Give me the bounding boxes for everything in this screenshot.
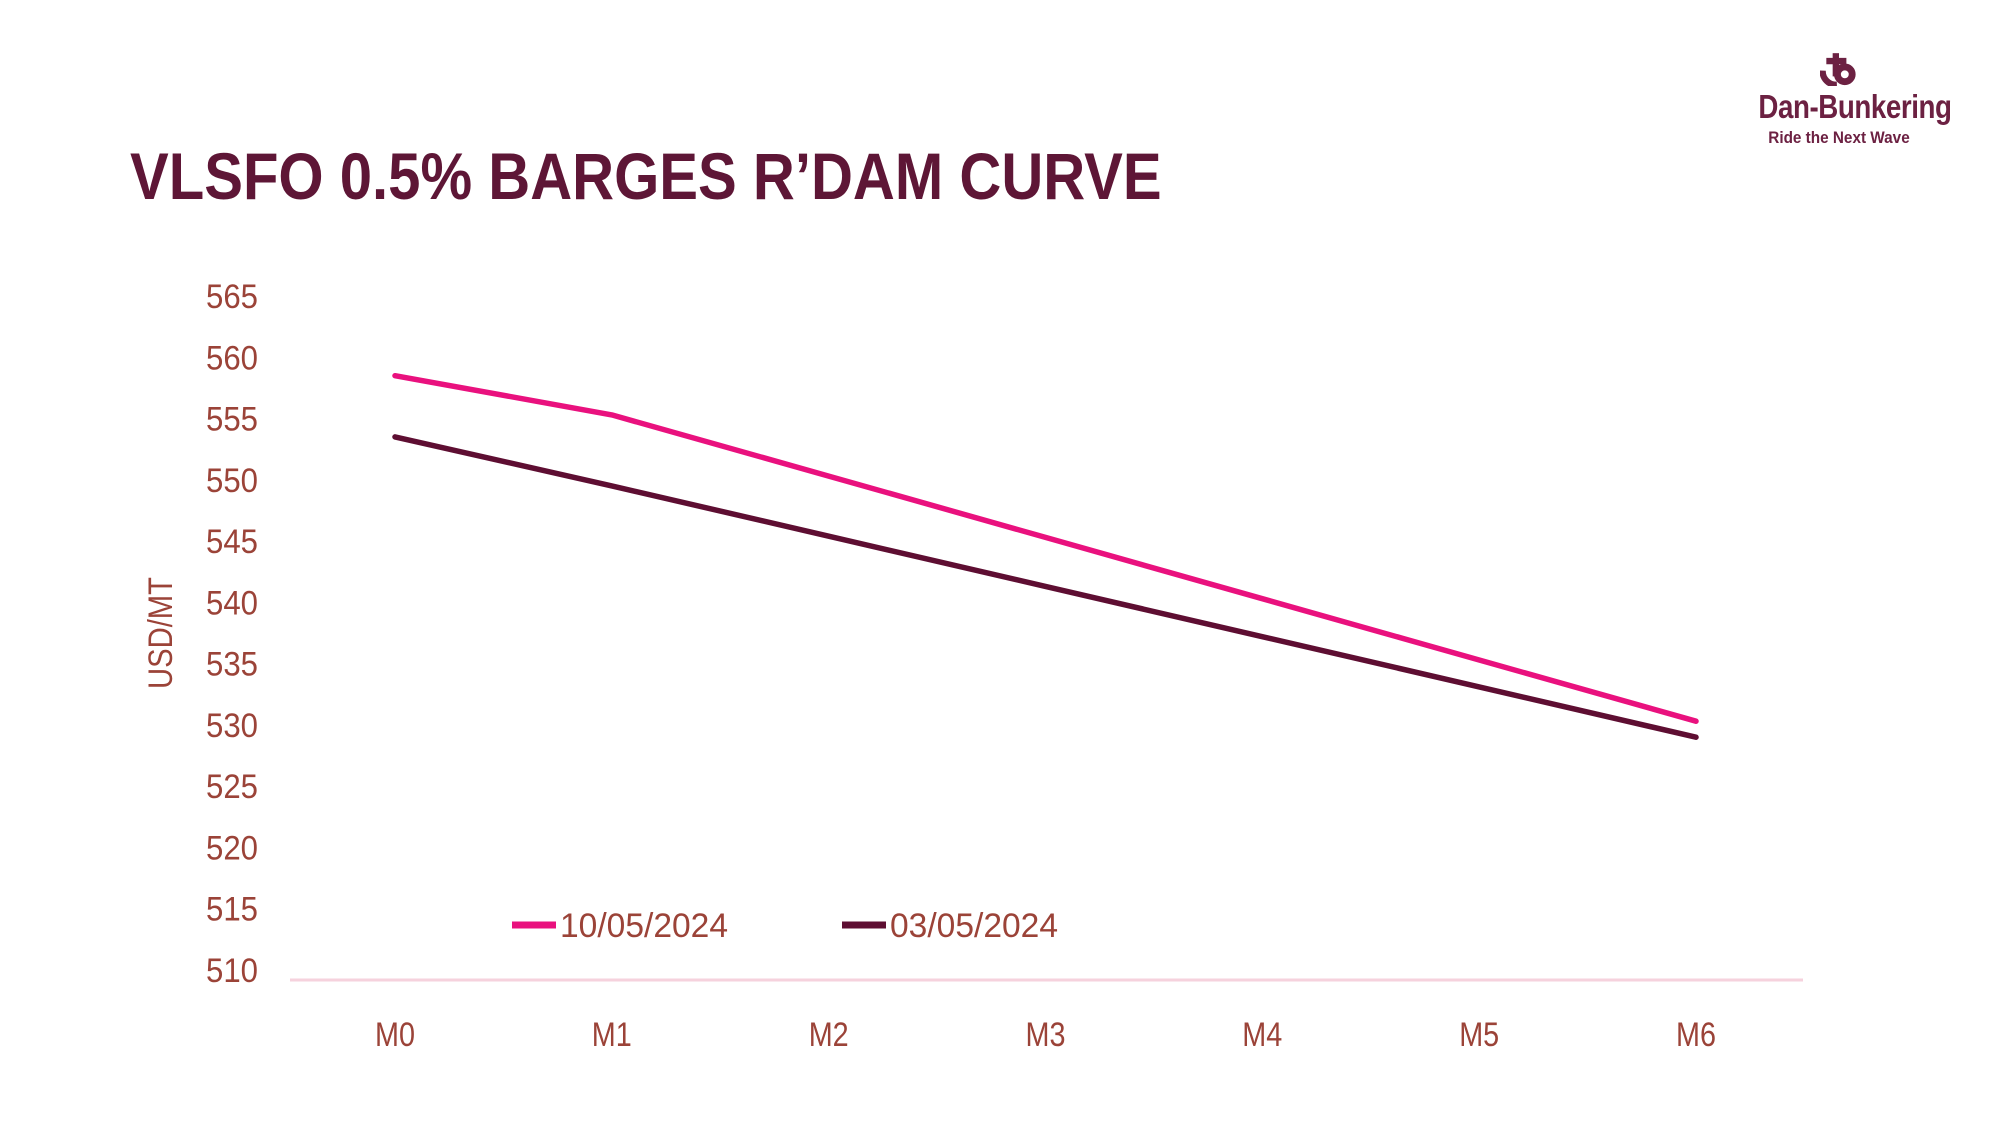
y-tick-label: 550 bbox=[206, 462, 258, 500]
y-tick-label: 525 bbox=[206, 768, 258, 806]
series-line-1 bbox=[392, 434, 1699, 740]
logo-tagline: Ride the Next Wave bbox=[1768, 127, 1910, 147]
x-tick-label: M3 bbox=[1026, 1016, 1066, 1054]
x-tick-label: M2 bbox=[809, 1016, 849, 1054]
y-axis-title: USD/MT bbox=[142, 577, 180, 689]
y-tick-label: 560 bbox=[206, 339, 258, 377]
legend-label-1: 03/05/2024 bbox=[890, 907, 1058, 945]
series-line-0 bbox=[392, 372, 1699, 724]
y-tick-label: 540 bbox=[206, 584, 258, 622]
y-tick-label: 530 bbox=[206, 707, 258, 745]
y-tick-label: 545 bbox=[206, 523, 258, 561]
y-tick-label: 520 bbox=[206, 830, 258, 868]
legend-label-0: 10/05/2024 bbox=[560, 907, 728, 945]
x-tick-label: M1 bbox=[592, 1016, 632, 1054]
y-tick-label: 535 bbox=[206, 646, 258, 684]
y-tick-label: 565 bbox=[206, 278, 258, 316]
y-tick-label: 555 bbox=[206, 401, 258, 439]
page-title: VLSFO 0.5% BARGES R’DAM CURVE bbox=[130, 139, 1162, 213]
y-tick-label: 515 bbox=[206, 891, 258, 929]
x-tick-label: M0 bbox=[375, 1016, 415, 1054]
x-tick-label: M4 bbox=[1242, 1016, 1282, 1054]
dan-bunkering-logo: Dan-Bunkering Ride the Next Wave bbox=[1743, 52, 1952, 148]
x-tick-label: M6 bbox=[1676, 1016, 1716, 1054]
y-tick-label: 510 bbox=[206, 952, 258, 990]
anchor-icon bbox=[1820, 53, 1856, 86]
x-tick-label: M5 bbox=[1459, 1016, 1499, 1054]
